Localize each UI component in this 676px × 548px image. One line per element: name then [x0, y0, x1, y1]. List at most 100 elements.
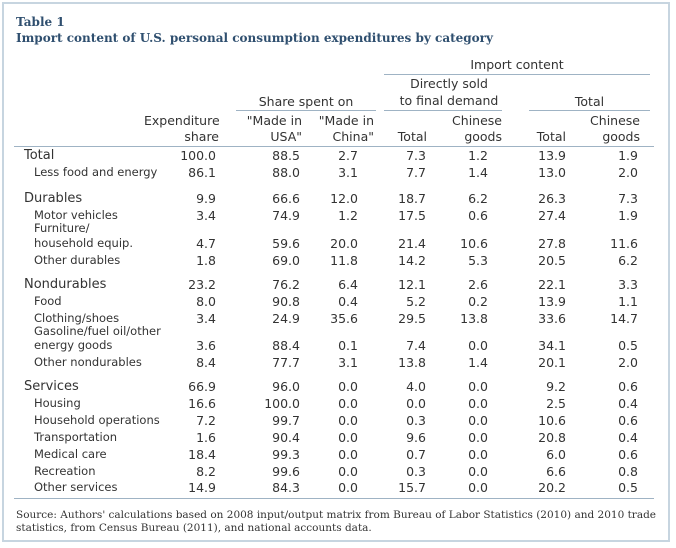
cell: 0.0 — [338, 396, 358, 411]
cell: 1.9 — [618, 148, 638, 163]
cell: 0.0 — [468, 464, 488, 479]
cell: 0.4 — [618, 396, 638, 411]
cell: 8.2 — [196, 464, 216, 479]
cell: 86.1 — [188, 165, 216, 180]
cell: 0.7 — [406, 447, 426, 462]
cell: 0.6 — [618, 447, 638, 462]
table-row: Other durables 1.8 69.0 11.8 14.2 5.3 20… — [4, 252, 672, 269]
header-rule-total — [529, 110, 650, 111]
header-import-content: Import content — [470, 57, 564, 72]
header-made-china-1: "Made in — [318, 113, 374, 128]
cell: 0.0 — [338, 430, 358, 445]
row-label: Other services — [34, 480, 118, 494]
cell: 13.9 — [538, 148, 566, 163]
cell: 6.6 — [546, 464, 566, 479]
row-label-line1: Gasoline/fuel oil/other — [34, 324, 161, 338]
cell: 0.4 — [618, 430, 638, 445]
cell: 0.0 — [468, 430, 488, 445]
cell: 11.6 — [610, 236, 638, 251]
cell: 13.9 — [538, 294, 566, 309]
table-row: Services 66.9 96.0 0.0 4.0 0.0 9.2 0.6 — [4, 378, 672, 395]
cell: 0.3 — [406, 413, 426, 428]
cell: 0.2 — [468, 294, 488, 309]
cell: 17.5 — [398, 208, 426, 223]
cell: 20.8 — [538, 430, 566, 445]
cell: 7.3 — [406, 148, 426, 163]
cell: 6.2 — [618, 253, 638, 268]
cell: 100.0 — [180, 148, 216, 163]
cell: 99.3 — [272, 447, 300, 462]
cell: 13.8 — [398, 355, 426, 370]
table-row: Food 8.0 90.8 0.4 5.2 0.2 13.9 1.1 — [4, 293, 672, 310]
cell: 21.4 — [398, 236, 426, 251]
header-expenditure-1: Expenditure — [144, 113, 220, 128]
cell: 27.4 — [538, 208, 566, 223]
row-label: Other nondurables — [34, 355, 142, 369]
header-expenditure-2: share — [184, 129, 219, 144]
row-label: Nondurables — [24, 277, 107, 292]
cell: 0.0 — [468, 338, 488, 353]
cell: 10.6 — [460, 236, 488, 251]
cell: 0.0 — [338, 379, 358, 394]
cell: 88.4 — [272, 338, 300, 353]
cell: 3.3 — [618, 277, 638, 292]
cell: 5.2 — [406, 294, 426, 309]
cell: 35.6 — [330, 311, 358, 326]
cell: 66.6 — [272, 191, 300, 206]
cell: 4.0 — [406, 379, 426, 394]
cell: 2.0 — [618, 355, 638, 370]
cell: 20.2 — [538, 480, 566, 495]
cell: 0.0 — [338, 464, 358, 479]
header-bottom-rule — [14, 146, 654, 147]
header-made-usa-1: "Made in — [246, 113, 302, 128]
cell: 0.1 — [338, 338, 358, 353]
cell: 1.9 — [618, 208, 638, 223]
header-directly-sold-1: Directly sold — [410, 76, 488, 91]
row-label: Medical care — [34, 447, 107, 461]
row-label: Clothing/shoes — [34, 311, 120, 325]
cell: 0.8 — [618, 464, 638, 479]
row-label-line1: Furniture/ — [34, 221, 90, 235]
cell: 7.4 — [406, 338, 426, 353]
cell: 1.8 — [196, 253, 216, 268]
cell: 77.7 — [272, 355, 300, 370]
header-total-col: Total — [397, 129, 427, 144]
cell: 11.8 — [330, 253, 358, 268]
cell: 99.7 — [272, 413, 300, 428]
cell: 0.0 — [468, 379, 488, 394]
cell: 7.3 — [618, 191, 638, 206]
cell: 22.1 — [538, 277, 566, 292]
table-row: Clothing/shoes 3.4 24.9 35.6 29.5 13.8 3… — [4, 310, 672, 327]
cell: 3.6 — [196, 338, 216, 353]
cell: 6.0 — [546, 447, 566, 462]
row-label: Housing — [34, 396, 81, 410]
cell: 66.9 — [188, 379, 216, 394]
cell: 2.7 — [338, 148, 358, 163]
cell: 2.0 — [618, 165, 638, 180]
cell: 34.1 — [538, 338, 566, 353]
table-row: Medical care 18.4 99.3 0.0 0.7 0.0 6.0 0… — [4, 446, 672, 463]
row-label: Total — [24, 148, 55, 163]
cell: 27.8 — [538, 236, 566, 251]
cell: 9.9 — [196, 191, 216, 206]
cell: 0.3 — [406, 464, 426, 479]
cell: 20.1 — [538, 355, 566, 370]
cell: 20.0 — [330, 236, 358, 251]
cell: 10.6 — [538, 413, 566, 428]
cell: 2.6 — [468, 277, 488, 292]
cell: 9.6 — [406, 430, 426, 445]
row-label: Food — [34, 294, 62, 308]
cell: 3.4 — [196, 311, 216, 326]
table-row: Nondurables 23.2 76.2 6.4 12.1 2.6 22.1 … — [4, 276, 672, 293]
cell: 20.5 — [538, 253, 566, 268]
cell: 0.6 — [618, 379, 638, 394]
cell: 13.8 — [460, 311, 488, 326]
cell: 88.0 — [272, 165, 300, 180]
cell: 18.7 — [398, 191, 426, 206]
cell: 96.0 — [272, 379, 300, 394]
row-label: Less food and energy — [34, 165, 158, 179]
cell: 12.0 — [330, 191, 358, 206]
cell: 24.9 — [272, 311, 300, 326]
cell: 29.5 — [398, 311, 426, 326]
cell: 8.0 — [196, 294, 216, 309]
